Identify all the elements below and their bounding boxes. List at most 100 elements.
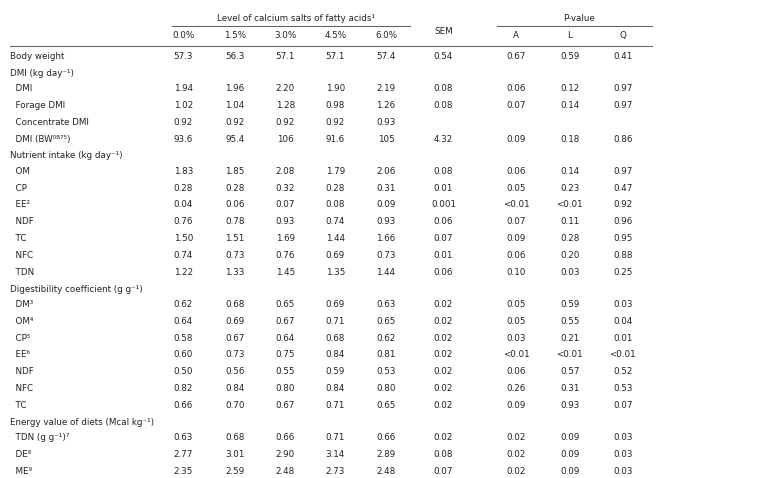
Text: <0.01: <0.01 — [503, 200, 530, 209]
Text: DE⁸: DE⁸ — [10, 450, 31, 459]
Text: 0.06: 0.06 — [434, 268, 453, 277]
Text: 0.02: 0.02 — [434, 384, 453, 393]
Text: 6.0%: 6.0% — [375, 31, 397, 40]
Text: 2.19: 2.19 — [377, 84, 395, 93]
Text: 0.68: 0.68 — [326, 334, 345, 343]
Text: 0.71: 0.71 — [326, 433, 345, 442]
Text: 0.07: 0.07 — [506, 101, 526, 110]
Text: 1.33: 1.33 — [225, 268, 245, 277]
Text: 0.93: 0.93 — [560, 401, 580, 410]
Text: CP: CP — [10, 184, 27, 193]
Text: EE²: EE² — [10, 200, 30, 209]
Text: 0.0%: 0.0% — [172, 31, 195, 40]
Text: 0.84: 0.84 — [326, 350, 345, 359]
Text: NDF: NDF — [10, 217, 34, 226]
Text: 0.56: 0.56 — [225, 368, 245, 376]
Text: 0.20: 0.20 — [560, 251, 580, 260]
Text: 0.80: 0.80 — [276, 384, 295, 393]
Text: 0.06: 0.06 — [225, 200, 245, 209]
Text: 0.63: 0.63 — [376, 300, 396, 309]
Text: 1.94: 1.94 — [174, 84, 193, 93]
Text: Forage DMI: Forage DMI — [10, 101, 65, 110]
Text: 0.02: 0.02 — [434, 300, 453, 309]
Text: 0.69: 0.69 — [225, 317, 244, 326]
Text: 0.76: 0.76 — [174, 217, 193, 226]
Text: 0.80: 0.80 — [376, 384, 396, 393]
Text: 0.63: 0.63 — [174, 433, 193, 442]
Text: 0.06: 0.06 — [506, 368, 526, 376]
Text: OM: OM — [10, 167, 30, 176]
Text: 0.75: 0.75 — [276, 350, 295, 359]
Text: 1.02: 1.02 — [174, 101, 193, 110]
Text: 0.09: 0.09 — [560, 450, 580, 459]
Text: TC: TC — [10, 401, 26, 410]
Text: SEM: SEM — [434, 26, 453, 35]
Text: 0.47: 0.47 — [613, 184, 632, 193]
Text: 0.68: 0.68 — [225, 433, 245, 442]
Text: DMI (kg day⁻¹): DMI (kg day⁻¹) — [10, 69, 74, 78]
Text: 0.74: 0.74 — [174, 251, 193, 260]
Text: OM⁴: OM⁴ — [10, 317, 33, 326]
Text: 1.83: 1.83 — [174, 167, 193, 176]
Text: 0.67: 0.67 — [276, 401, 295, 410]
Text: 0.02: 0.02 — [434, 401, 453, 410]
Text: 0.06: 0.06 — [506, 167, 526, 176]
Text: 0.08: 0.08 — [326, 200, 345, 209]
Text: 1.69: 1.69 — [276, 234, 295, 243]
Text: 3.01: 3.01 — [225, 450, 245, 459]
Text: 0.06: 0.06 — [506, 251, 526, 260]
Text: 0.28: 0.28 — [174, 184, 193, 193]
Text: 57.1: 57.1 — [326, 52, 345, 61]
Text: 0.07: 0.07 — [506, 217, 526, 226]
Text: 0.05: 0.05 — [506, 184, 526, 193]
Text: NDF: NDF — [10, 368, 34, 376]
Text: 1.85: 1.85 — [225, 167, 245, 176]
Text: 0.01: 0.01 — [434, 184, 453, 193]
Text: 0.05: 0.05 — [506, 317, 526, 326]
Text: 1.50: 1.50 — [174, 234, 193, 243]
Text: 105: 105 — [378, 135, 394, 143]
Text: 0.02: 0.02 — [434, 350, 453, 359]
Text: 1.26: 1.26 — [377, 101, 395, 110]
Text: 0.11: 0.11 — [560, 217, 580, 226]
Text: 1.28: 1.28 — [276, 101, 295, 110]
Text: ME⁹: ME⁹ — [10, 467, 32, 476]
Text: 91.6: 91.6 — [326, 135, 345, 143]
Text: 1.90: 1.90 — [326, 84, 345, 93]
Text: 4.32: 4.32 — [434, 135, 453, 143]
Text: 57.4: 57.4 — [376, 52, 396, 61]
Text: 0.32: 0.32 — [276, 184, 295, 193]
Text: 0.04: 0.04 — [613, 317, 632, 326]
Text: 0.97: 0.97 — [613, 84, 632, 93]
Text: 0.73: 0.73 — [225, 350, 245, 359]
Text: 0.09: 0.09 — [506, 234, 526, 243]
Text: Body weight: Body weight — [10, 52, 64, 61]
Text: 0.03: 0.03 — [613, 450, 632, 459]
Text: NFC: NFC — [10, 384, 33, 393]
Text: 1.44: 1.44 — [326, 234, 345, 243]
Text: 0.84: 0.84 — [225, 384, 245, 393]
Text: 0.92: 0.92 — [276, 118, 295, 127]
Text: 0.08: 0.08 — [434, 450, 453, 459]
Text: 0.62: 0.62 — [377, 334, 395, 343]
Text: 1.22: 1.22 — [174, 268, 193, 277]
Text: 1.51: 1.51 — [225, 234, 244, 243]
Text: 0.08: 0.08 — [434, 84, 453, 93]
Text: 0.02: 0.02 — [434, 368, 453, 376]
Text: 0.70: 0.70 — [225, 401, 245, 410]
Text: 106: 106 — [277, 135, 293, 143]
Text: Level of calcium salts of fatty acids¹: Level of calcium salts of fatty acids¹ — [217, 14, 375, 23]
Text: <0.01: <0.01 — [609, 350, 636, 359]
Text: 0.41: 0.41 — [613, 52, 632, 61]
Text: 0.60: 0.60 — [174, 350, 193, 359]
Text: 0.66: 0.66 — [377, 433, 395, 442]
Text: 0.06: 0.06 — [434, 217, 453, 226]
Text: 0.09: 0.09 — [560, 467, 580, 476]
Text: Nutrient intake (kg day⁻¹): Nutrient intake (kg day⁻¹) — [10, 152, 123, 161]
Text: 0.52: 0.52 — [613, 368, 632, 376]
Text: 1.5%: 1.5% — [224, 31, 245, 40]
Text: 1.04: 1.04 — [225, 101, 244, 110]
Text: 0.09: 0.09 — [506, 401, 526, 410]
Text: DMI (BW⁰ᴮ⁷⁵): DMI (BW⁰ᴮ⁷⁵) — [10, 135, 70, 143]
Text: 0.93: 0.93 — [276, 217, 295, 226]
